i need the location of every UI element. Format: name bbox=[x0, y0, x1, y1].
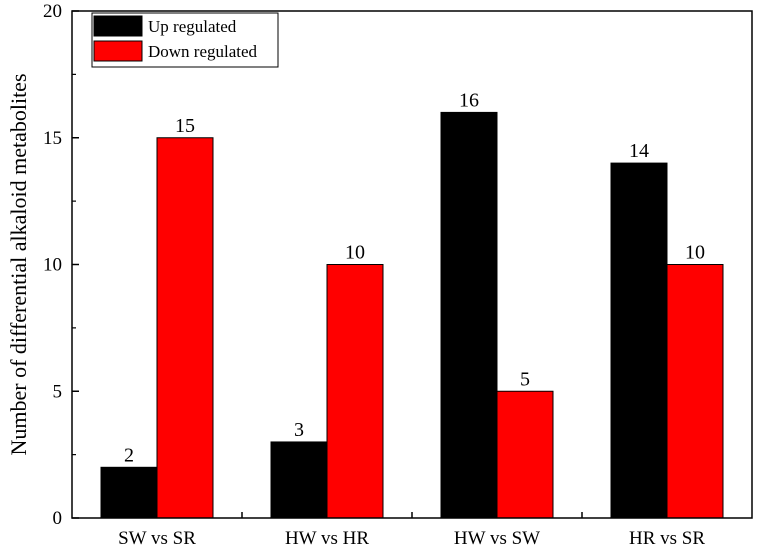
legend-swatch-down bbox=[93, 40, 143, 62]
y-tick-label: 0 bbox=[53, 508, 63, 529]
y-tick-label: 15 bbox=[43, 128, 62, 149]
bar-down-4 bbox=[666, 264, 724, 519]
data-label: 14 bbox=[629, 140, 649, 162]
x-tick-label: HW vs HR bbox=[285, 528, 369, 549]
y-tick-label: 20 bbox=[43, 1, 62, 22]
bar-up-4 bbox=[610, 162, 668, 519]
data-label: 10 bbox=[685, 242, 705, 264]
legend-label-down: Down regulated bbox=[148, 42, 258, 61]
plot-area: 2 15 SW vs SR 3 10 HW vs HR 16 5 HW vs SW 14 10 HR … bbox=[43, 1, 753, 549]
data-label: 15 bbox=[175, 115, 195, 137]
bar-up-2 bbox=[270, 441, 328, 519]
x-tick-label: HW vs SW bbox=[454, 528, 540, 549]
bar-down-2 bbox=[326, 264, 384, 519]
bar-down-3 bbox=[496, 390, 554, 519]
data-label: 3 bbox=[294, 419, 304, 441]
x-tick-label: SW vs SR bbox=[118, 528, 196, 549]
bar-up-3 bbox=[440, 111, 498, 519]
y-axis-title: Number of differential alkaloid metaboli… bbox=[6, 73, 31, 455]
legend: Up regulated Down regulated bbox=[91, 12, 279, 68]
data-label: 16 bbox=[459, 89, 479, 111]
bar-up-1 bbox=[100, 466, 158, 519]
y-tick-label: 5 bbox=[53, 381, 63, 402]
data-label: 5 bbox=[520, 368, 530, 390]
x-tick-label: HR vs SR bbox=[629, 528, 705, 549]
data-label: 2 bbox=[124, 444, 134, 466]
data-label: 10 bbox=[345, 242, 365, 264]
legend-label-up: Up regulated bbox=[148, 17, 237, 36]
legend-swatch-up bbox=[93, 15, 143, 37]
bar-down-1 bbox=[156, 137, 214, 519]
y-tick-label: 10 bbox=[43, 255, 62, 276]
